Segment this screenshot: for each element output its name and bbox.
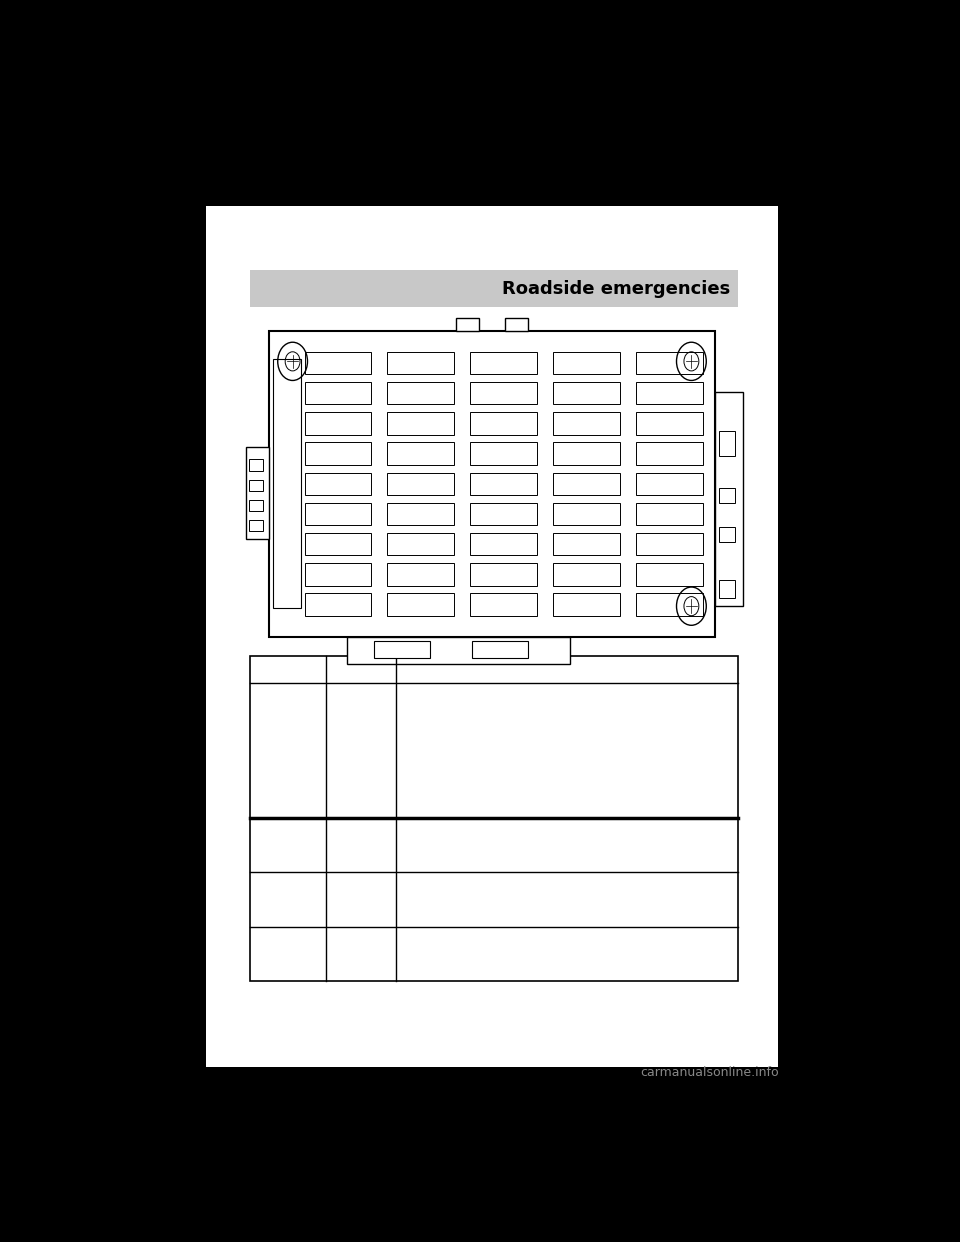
Bar (251, 656, 737, 981)
Bar (251, 271, 737, 307)
Bar (304, 563, 371, 585)
Bar (470, 533, 537, 555)
Bar (470, 472, 537, 496)
Bar (470, 503, 537, 525)
Bar (388, 533, 454, 555)
Bar (719, 580, 735, 597)
Bar (715, 392, 743, 606)
Bar (505, 318, 528, 330)
Bar (388, 594, 454, 616)
Bar (553, 442, 619, 465)
Bar (250, 479, 263, 491)
Bar (304, 412, 371, 435)
Bar (470, 442, 537, 465)
Bar (373, 641, 429, 658)
Bar (636, 383, 703, 405)
Bar (388, 472, 454, 496)
Bar (250, 460, 263, 471)
Bar (470, 594, 537, 616)
Bar (247, 447, 269, 539)
Bar (388, 503, 454, 525)
Bar (304, 383, 371, 405)
Bar (388, 351, 454, 374)
Bar (553, 412, 619, 435)
Bar (719, 488, 735, 503)
Bar (470, 351, 537, 374)
Bar (388, 383, 454, 405)
Bar (636, 412, 703, 435)
Bar (273, 359, 300, 609)
Bar (250, 520, 263, 532)
Bar (636, 563, 703, 585)
Bar (636, 594, 703, 616)
Bar (304, 472, 371, 496)
Bar (269, 330, 715, 637)
Bar (553, 503, 619, 525)
Bar (553, 383, 619, 405)
Bar (304, 533, 371, 555)
Bar (304, 503, 371, 525)
Bar (719, 431, 735, 456)
Bar (388, 563, 454, 585)
Bar (553, 533, 619, 555)
Bar (470, 412, 537, 435)
Bar (304, 442, 371, 465)
Bar (636, 472, 703, 496)
Bar (553, 563, 619, 585)
Bar (388, 412, 454, 435)
Bar (636, 533, 703, 555)
Bar (472, 641, 528, 658)
Bar (553, 594, 619, 616)
Bar (636, 503, 703, 525)
Bar (304, 594, 371, 616)
Bar (388, 442, 454, 465)
Bar (636, 442, 703, 465)
Bar (470, 383, 537, 405)
Bar (456, 318, 479, 330)
Bar (719, 527, 735, 542)
Bar (636, 351, 703, 374)
Bar (553, 351, 619, 374)
Bar (205, 206, 779, 1067)
Text: carmanualsonline.info: carmanualsonline.info (639, 1066, 779, 1078)
Bar (553, 472, 619, 496)
Bar (347, 637, 570, 663)
Bar (470, 563, 537, 585)
Bar (304, 351, 371, 374)
Text: Roadside emergencies: Roadside emergencies (502, 279, 731, 298)
Bar (250, 499, 263, 512)
